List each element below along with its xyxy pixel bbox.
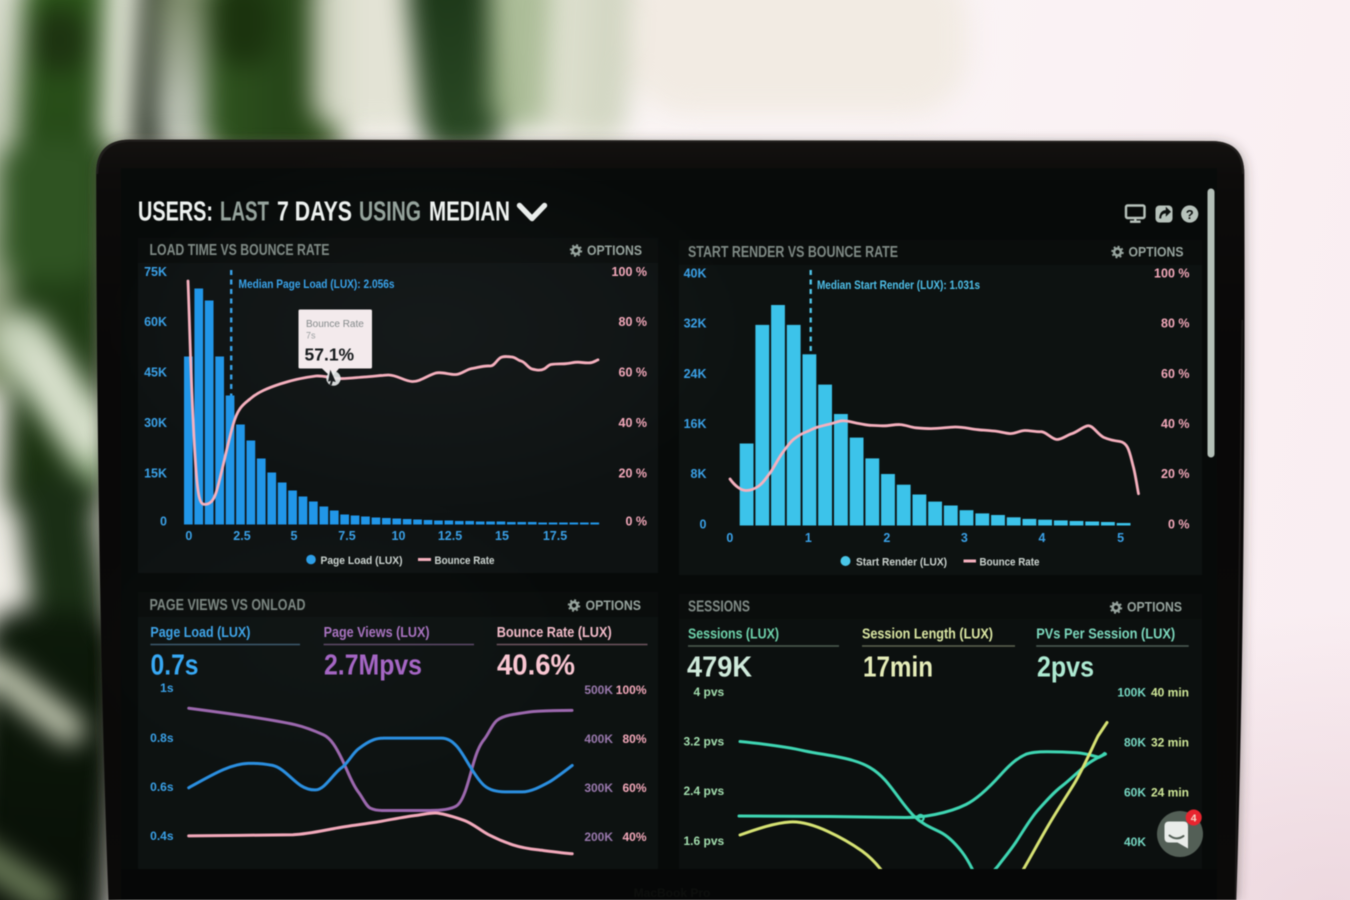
svg-text:PVs Per Session (LUX): PVs Per Session (LUX): [1036, 627, 1175, 643]
svg-text:Sessions (LUX): Sessions (LUX): [688, 627, 779, 643]
svg-text:100 %: 100 %: [612, 265, 647, 279]
svg-text:7 DAYS: 7 DAYS: [277, 196, 352, 227]
svg-text:0: 0: [700, 518, 707, 532]
svg-text:Page Views (LUX): Page Views (LUX): [324, 625, 430, 641]
svg-text:0.6s: 0.6s: [150, 780, 174, 794]
svg-text:32K: 32K: [684, 317, 707, 331]
svg-text:40 %: 40 %: [1161, 417, 1190, 431]
svg-text:OPTIONS: OPTIONS: [586, 597, 642, 613]
svg-text:Bounce Rate: Bounce Rate: [980, 556, 1040, 568]
svg-text:60K: 60K: [1124, 785, 1146, 799]
svg-text:USING: USING: [359, 196, 421, 227]
svg-text:60%: 60%: [622, 781, 646, 795]
svg-text:17.5: 17.5: [543, 529, 567, 543]
svg-text:USERS:: USERS:: [138, 196, 213, 227]
svg-text:4: 4: [1191, 812, 1197, 824]
svg-text:80 %: 80 %: [1161, 317, 1190, 331]
svg-text:15: 15: [495, 529, 509, 543]
svg-text:Median Page Load (LUX): 2.056s: Median Page Load (LUX): 2.056s: [239, 277, 395, 291]
svg-text:Median Start Render (LUX): 1.0: Median Start Render (LUX): 1.031s: [817, 278, 980, 292]
svg-text:40K: 40K: [684, 267, 707, 281]
svg-text:8K: 8K: [691, 467, 707, 481]
svg-text:0: 0: [726, 531, 733, 545]
svg-text:15K: 15K: [144, 467, 167, 481]
svg-text:LAST: LAST: [220, 196, 269, 227]
svg-text:30K: 30K: [144, 416, 167, 430]
svg-text:Session Length (LUX): Session Length (LUX): [862, 627, 993, 643]
svg-text:80K: 80K: [1124, 736, 1146, 750]
svg-text:100 %: 100 %: [1154, 267, 1189, 281]
svg-text:0 %: 0 %: [625, 515, 647, 529]
svg-text:5: 5: [1117, 531, 1124, 545]
svg-text:60K: 60K: [144, 315, 167, 329]
svg-text:24 min: 24 min: [1151, 785, 1189, 799]
svg-text:0 %: 0 %: [1168, 518, 1190, 532]
svg-text:4 pvs: 4 pvs: [694, 685, 725, 699]
svg-text:Page Load (LUX): Page Load (LUX): [150, 625, 250, 641]
svg-text:200K: 200K: [584, 830, 613, 844]
svg-text:300K: 300K: [584, 781, 613, 795]
svg-text:3.2 pvs: 3.2 pvs: [683, 735, 724, 749]
svg-text:45K: 45K: [144, 366, 167, 380]
svg-text:0: 0: [185, 529, 192, 543]
svg-text:7s: 7s: [306, 331, 316, 341]
svg-text:PAGE VIEWS VS ONLOAD: PAGE VIEWS VS ONLOAD: [150, 597, 306, 614]
svg-text:400K: 400K: [584, 732, 613, 746]
svg-text:100%: 100%: [616, 683, 647, 697]
svg-text:START RENDER VS BOUNCE RATE: START RENDER VS BOUNCE RATE: [688, 244, 898, 261]
svg-text:4: 4: [1039, 531, 1046, 545]
svg-text:2.4 pvs: 2.4 pvs: [683, 784, 724, 798]
svg-text:Page Load (LUX): Page Load (LUX): [321, 555, 403, 567]
svg-text:Bounce Rate: Bounce Rate: [306, 319, 364, 330]
svg-text:12.5: 12.5: [438, 529, 462, 543]
svg-text:1: 1: [805, 531, 812, 545]
svg-text:1.6 pvs: 1.6 pvs: [683, 834, 724, 848]
svg-text:40 min: 40 min: [1151, 686, 1189, 700]
svg-text:1s: 1s: [160, 681, 174, 695]
svg-text:20 %: 20 %: [1161, 467, 1190, 481]
svg-text:7.5: 7.5: [338, 529, 355, 543]
svg-text:2pvs: 2pvs: [1037, 652, 1094, 684]
svg-text:3: 3: [961, 531, 968, 545]
svg-text:16K: 16K: [684, 417, 707, 431]
svg-text:MEDIAN: MEDIAN: [429, 196, 510, 227]
svg-text:0.7s: 0.7s: [151, 650, 199, 682]
svg-text:32 min: 32 min: [1151, 736, 1189, 750]
svg-text:10: 10: [392, 529, 406, 543]
svg-text:OPTIONS: OPTIONS: [1129, 244, 1184, 260]
svg-text:20 %: 20 %: [619, 467, 648, 481]
svg-text:?: ?: [1186, 207, 1194, 222]
svg-text:LOAD TIME VS BOUNCE RATE: LOAD TIME VS BOUNCE RATE: [150, 242, 330, 259]
svg-text:2.7Mpvs: 2.7Mpvs: [324, 650, 422, 682]
svg-text:0: 0: [160, 515, 167, 529]
svg-text:0.4s: 0.4s: [150, 829, 174, 843]
svg-text:60 %: 60 %: [1161, 367, 1190, 381]
svg-text:17min: 17min: [863, 652, 933, 684]
svg-text:100K: 100K: [1117, 686, 1146, 700]
svg-text:60 %: 60 %: [619, 366, 648, 380]
svg-text:75K: 75K: [144, 265, 167, 279]
svg-text:Bounce Rate (LUX): Bounce Rate (LUX): [497, 625, 612, 641]
svg-text:5: 5: [291, 529, 298, 543]
svg-text:2.5: 2.5: [233, 529, 250, 543]
svg-text:0.8s: 0.8s: [150, 731, 174, 745]
svg-text:SESSIONS: SESSIONS: [688, 599, 750, 616]
svg-text:57.1%: 57.1%: [305, 345, 355, 365]
svg-text:80 %: 80 %: [619, 315, 648, 329]
svg-text:40%: 40%: [622, 830, 646, 844]
svg-text:24K: 24K: [684, 367, 707, 381]
svg-text:40 %: 40 %: [619, 416, 648, 430]
svg-text:MacBook Pro: MacBook Pro: [634, 886, 711, 900]
svg-text:500K: 500K: [584, 683, 613, 697]
svg-text:OPTIONS: OPTIONS: [1127, 599, 1182, 615]
svg-text:OPTIONS: OPTIONS: [587, 242, 642, 258]
svg-text:Start Render (LUX): Start Render (LUX): [856, 556, 947, 568]
svg-text:40.6%: 40.6%: [497, 650, 575, 682]
svg-text:40K: 40K: [1124, 835, 1146, 849]
svg-text:Bounce Rate: Bounce Rate: [435, 555, 495, 567]
svg-text:2: 2: [883, 531, 890, 545]
svg-text:479K: 479K: [687, 652, 752, 684]
svg-text:80%: 80%: [622, 732, 646, 746]
